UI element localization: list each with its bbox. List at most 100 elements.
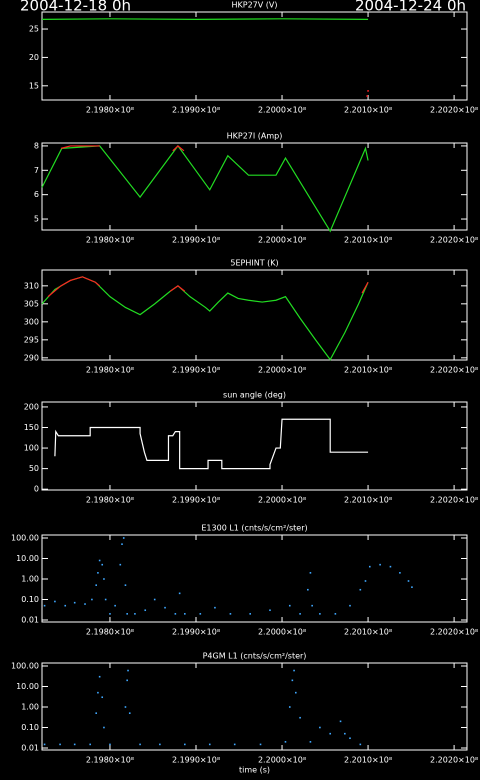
data-point — [89, 743, 91, 746]
data-point — [103, 578, 105, 580]
y-tick-label: 8 — [34, 141, 39, 150]
data-line — [41, 144, 369, 233]
plot-frame — [41, 401, 468, 491]
y-tick-label: 0.01 — [21, 744, 39, 753]
data-point — [73, 601, 76, 604]
data-point — [98, 559, 101, 562]
data-point — [101, 563, 104, 566]
data-point — [389, 565, 392, 568]
data-point — [127, 669, 129, 672]
y-tick-label: 0.10 — [21, 723, 39, 732]
data-point — [95, 584, 98, 586]
data-point — [109, 743, 111, 746]
y-tick-label: 25 — [29, 25, 39, 34]
x-tick-label: 2.1990×10⁸ — [172, 366, 220, 375]
data-point — [233, 743, 236, 746]
data-point — [73, 743, 76, 746]
data-point — [399, 572, 401, 574]
x-tick-label: 2.2020×10⁸ — [430, 106, 478, 115]
data-point — [319, 726, 321, 729]
data-point — [214, 606, 216, 609]
panel-title: P4GM L1 (cnts/s/cm²/ster) — [203, 652, 307, 661]
data-point — [103, 726, 105, 729]
data-point — [184, 613, 186, 615]
y-tick-label: 150 — [24, 423, 39, 432]
data-point — [294, 691, 297, 694]
data-line — [47, 276, 369, 298]
data-line — [41, 18, 369, 20]
data-point — [288, 706, 291, 708]
x-tick-label: 2.2020×10⁸ — [430, 496, 478, 505]
data-point — [259, 743, 262, 746]
x-tick-label: 2.2000×10⁸ — [258, 628, 306, 637]
data-point — [229, 613, 232, 615]
y-tick-label: 0 — [34, 485, 39, 494]
data-point — [122, 537, 125, 539]
data-point — [184, 743, 186, 746]
data-point — [134, 613, 136, 615]
data-line — [60, 145, 185, 152]
start-date: 2004-12-18 0h — [20, 0, 131, 15]
data-point — [334, 613, 337, 615]
data-point — [153, 598, 156, 601]
data-point — [144, 609, 147, 612]
data-point — [126, 679, 128, 682]
x-tick-label: 2.2000×10⁸ — [258, 756, 306, 765]
data-point — [344, 732, 346, 735]
panel-title: HKP27I (Amp) — [227, 132, 283, 141]
x-tick-label: 2.2020×10⁸ — [430, 628, 478, 637]
data-point — [95, 712, 98, 714]
x-tick-label: 2.1980×10⁸ — [86, 756, 134, 765]
y-tick-label: 5 — [34, 215, 39, 224]
data-point — [249, 613, 251, 615]
data-point — [43, 743, 46, 746]
x-tick-label: 2.1990×10⁸ — [172, 756, 220, 765]
y-tick-label: 0.10 — [21, 595, 39, 604]
data-point — [84, 603, 86, 605]
y-tick-label: 7 — [34, 166, 39, 175]
data-point — [98, 675, 101, 678]
x-tick-label: 2.2010×10⁸ — [344, 366, 392, 375]
data-point — [359, 743, 362, 746]
data-point — [311, 604, 313, 607]
x-tick-label: 2.2000×10⁸ — [258, 106, 306, 115]
x-tick-label: 2.2000×10⁸ — [258, 366, 306, 375]
plot-frame — [41, 269, 468, 361]
y-tick-label: 15 — [29, 81, 39, 90]
data-point — [64, 604, 67, 607]
x-tick-label: 2.2000×10⁸ — [258, 236, 306, 245]
y-tick-label: 305 — [24, 299, 39, 308]
x-tick-label: 2.1980×10⁸ — [86, 496, 134, 505]
data-point — [307, 588, 309, 591]
data-point — [299, 613, 301, 615]
x-tick-label: 2.1990×10⁸ — [172, 106, 220, 115]
data-point — [379, 563, 381, 566]
data-point — [114, 604, 116, 607]
data-point — [309, 741, 312, 743]
x-tick-label: 2.1990×10⁸ — [172, 236, 220, 245]
x-tick-label: 2.2020×10⁸ — [430, 236, 478, 245]
plot-frame — [41, 534, 468, 623]
plot-frame — [41, 662, 468, 751]
x-tick-label: 2.2010×10⁸ — [344, 236, 392, 245]
panel-title: E1300 L1 (cnts/s/cm²/ster) — [201, 524, 307, 533]
x-tick-label: 2.1980×10⁸ — [86, 106, 134, 115]
y-tick-label: 200 — [24, 402, 39, 411]
data-point — [199, 613, 202, 615]
x-tick-label: 2.2020×10⁸ — [430, 366, 478, 375]
x-tick-label: 2.1990×10⁸ — [172, 628, 220, 637]
x-tick-label: 2.2000×10⁸ — [258, 496, 306, 505]
panel-title: sun angle (deg) — [223, 391, 286, 400]
y-tick-label: 50 — [29, 464, 39, 473]
data-point — [319, 613, 321, 615]
data-point — [174, 613, 177, 615]
data-point — [309, 572, 312, 574]
data-point — [124, 584, 127, 586]
y-tick-label: 100.00 — [11, 661, 39, 670]
data-point — [178, 592, 181, 595]
data-point — [359, 588, 362, 591]
y-tick-label: 310 — [24, 281, 39, 290]
data-point — [159, 743, 161, 746]
y-tick-label: 1.00 — [21, 575, 39, 584]
